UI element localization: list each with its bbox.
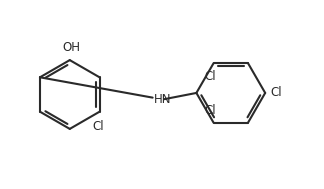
Text: Cl: Cl <box>92 119 104 132</box>
Text: OH: OH <box>62 41 80 54</box>
Text: Cl: Cl <box>271 86 283 99</box>
Text: Cl: Cl <box>205 70 216 83</box>
Text: Cl: Cl <box>205 104 216 117</box>
Text: HN: HN <box>154 93 172 106</box>
